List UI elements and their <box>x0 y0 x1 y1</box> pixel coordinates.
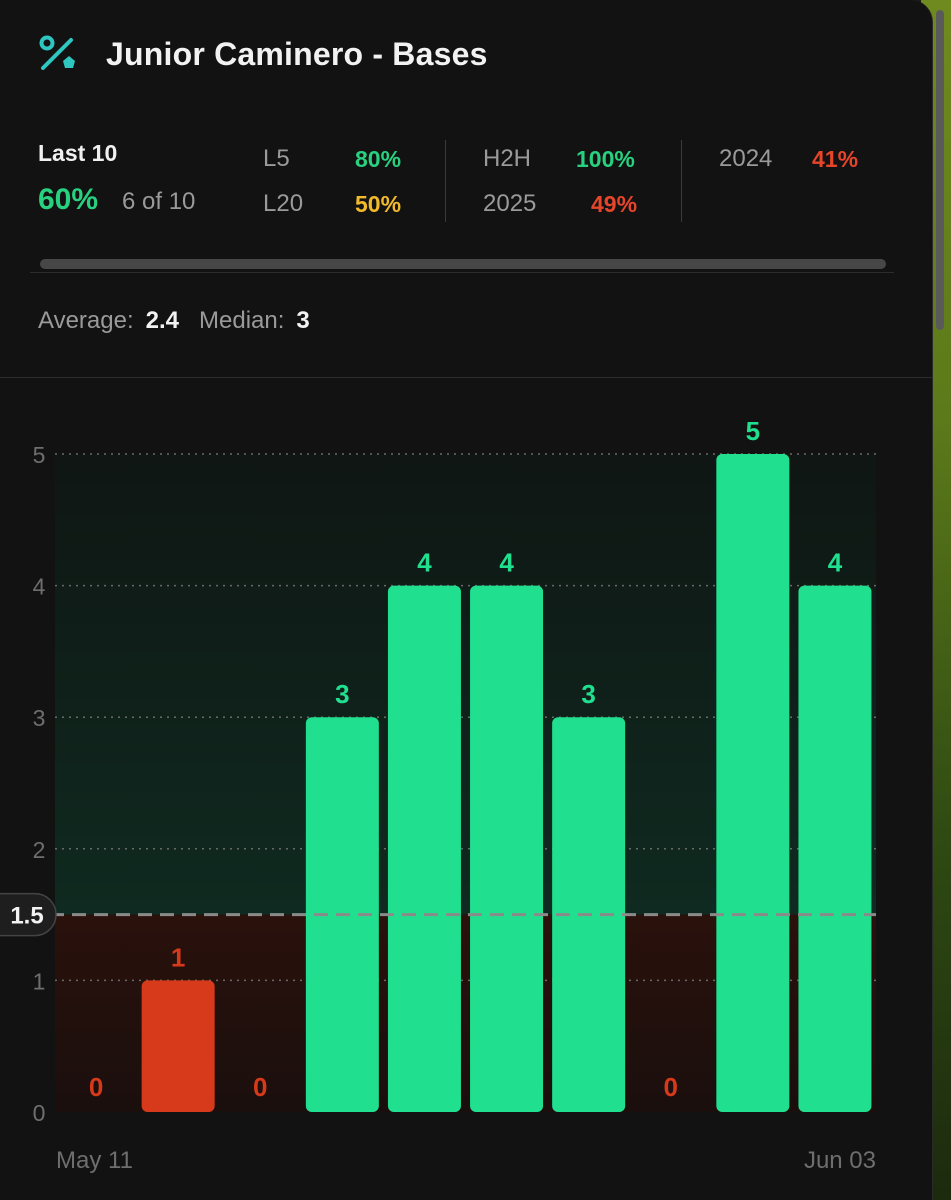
y-tick-label: 4 <box>33 574 46 600</box>
bar <box>141 980 215 1112</box>
bar-value-label: 1 <box>171 942 185 972</box>
y-tick-label: 5 <box>33 442 46 468</box>
y-tick-label: 3 <box>33 705 46 731</box>
last-10-label: Last 10 <box>38 140 118 166</box>
l5-label: L5 <box>263 145 290 172</box>
bar-chart: 0 1 2 3 4 5 0 1 0 3 4 4 3 0 5 4 1.5 May 11 Jun 03 <box>0 416 876 1174</box>
bar-value-label: 4 <box>828 548 843 578</box>
bar-value-label: 4 <box>417 548 432 578</box>
threshold-label: 1.5 <box>10 903 43 930</box>
bar <box>470 585 544 1112</box>
last-10-percent: 60% <box>38 183 99 216</box>
y-tick-label: 2 <box>33 837 46 863</box>
bar-value-label: 0 <box>253 1072 267 1102</box>
stat-divider <box>445 140 446 222</box>
scroll-track[interactable] <box>40 259 886 269</box>
h2h-label: H2H <box>483 145 532 172</box>
season-2025-label: 2025 <box>483 190 537 217</box>
page-title: Junior Caminero - Bases <box>106 35 488 72</box>
threshold-pill <box>0 892 57 937</box>
stat-divider <box>681 140 682 222</box>
bar <box>798 585 872 1112</box>
card-header: Junior Caminero - Bases <box>38 34 488 74</box>
bar-value-label: 3 <box>335 679 349 709</box>
h2h-value: 100% <box>576 146 635 172</box>
average-label: Average: <box>38 307 134 334</box>
median-value: 3 <box>296 307 310 334</box>
l20-label: L20 <box>263 190 304 217</box>
bar-value-label: 5 <box>746 416 760 446</box>
percent-icon <box>39 35 75 70</box>
y-tick-label: 0 <box>33 1100 46 1126</box>
y-tick-label: 1 <box>33 968 46 994</box>
season-2024-value: 41% <box>812 146 859 172</box>
divider <box>30 272 894 273</box>
average-median-row: Average: 2.4 Median: 3 <box>38 307 310 335</box>
last-10-count: 6 of 10 <box>122 188 196 215</box>
average-value: 2.4 <box>145 307 179 334</box>
season-2025-value: 49% <box>591 191 638 217</box>
scrollbar-thumb[interactable] <box>936 10 944 330</box>
median-label: Median: <box>199 307 285 334</box>
bar-value-label: 3 <box>581 679 595 709</box>
l20-value: 50% <box>355 191 402 217</box>
bar-value-label: 0 <box>664 1072 678 1102</box>
bar <box>387 585 461 1112</box>
bar-value-label: 4 <box>499 548 514 578</box>
bar <box>716 454 790 1112</box>
x-start-label: May 11 <box>56 1147 133 1174</box>
season-2024-label: 2024 <box>719 145 773 172</box>
bar-value-label: 0 <box>89 1072 103 1102</box>
l5-value: 80% <box>355 146 402 172</box>
divider <box>0 377 932 378</box>
x-end-label: Jun 03 <box>804 1147 876 1174</box>
